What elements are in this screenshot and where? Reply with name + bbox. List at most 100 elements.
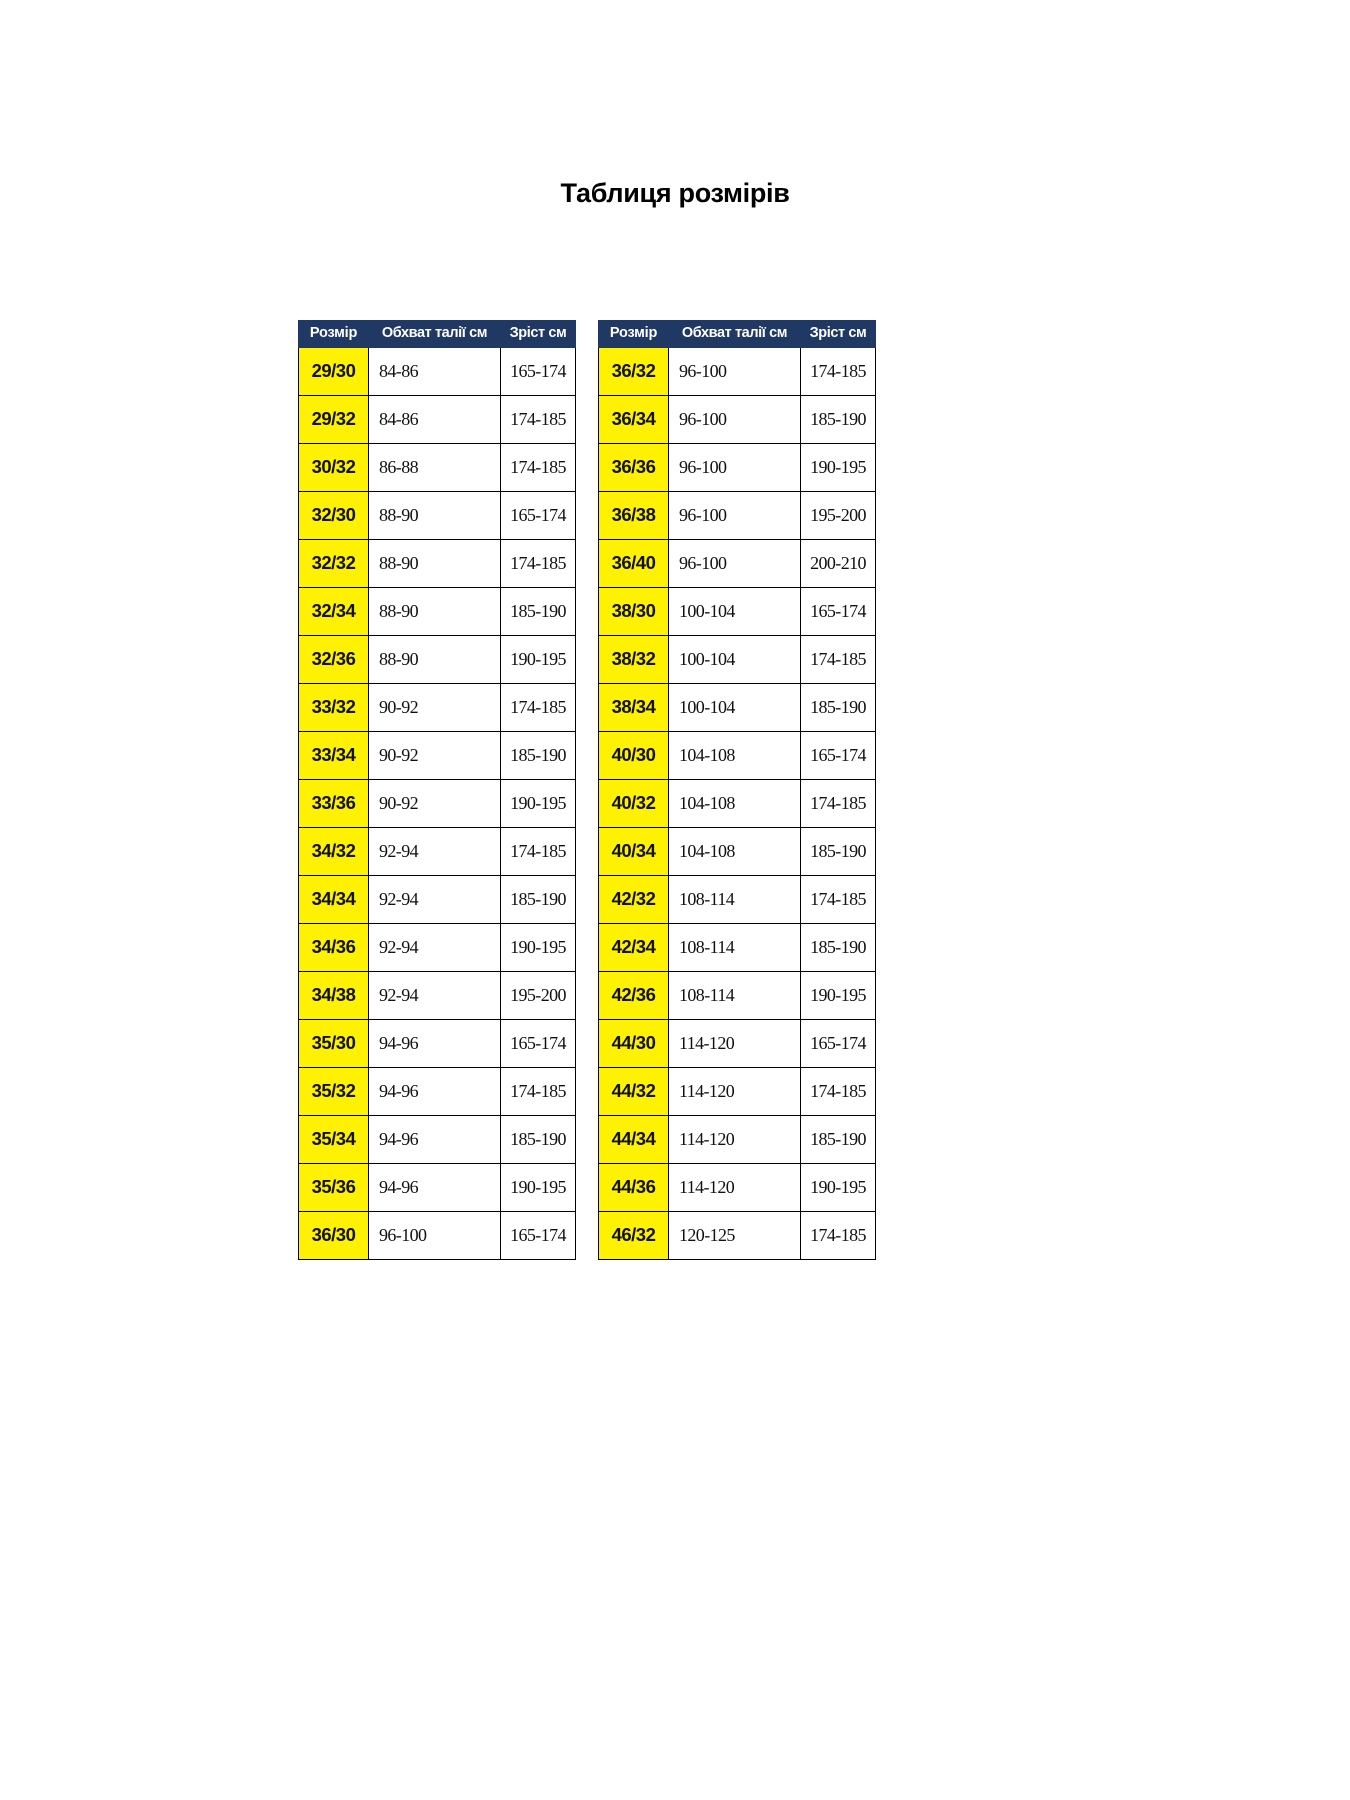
table-row: 40/30 104-108 165-174 — [598, 730, 876, 780]
cell-size: 44/32 — [598, 1066, 669, 1116]
cell-waist: 100-104 — [668, 682, 801, 732]
cell-size: 42/36 — [598, 970, 669, 1020]
cell-height: 174-185 — [800, 1210, 876, 1260]
cell-waist: 94-96 — [368, 1114, 501, 1164]
cell-height: 174-185 — [500, 826, 576, 876]
table-header-row: Розмір Обхват талії см Зріст см — [598, 320, 876, 348]
cell-waist: 104-108 — [668, 778, 801, 828]
table-row: 33/32 90-92 174-185 — [298, 682, 576, 732]
cell-waist: 88-90 — [368, 586, 501, 636]
cell-size: 33/34 — [298, 730, 369, 780]
cell-size: 42/32 — [598, 874, 669, 924]
cell-height: 190-195 — [500, 922, 576, 972]
table-row: 36/40 96-100 200-210 — [598, 538, 876, 588]
cell-size: 33/36 — [298, 778, 369, 828]
cell-waist: 114-120 — [668, 1162, 801, 1212]
table-row: 34/36 92-94 190-195 — [298, 922, 576, 972]
cell-height: 174-185 — [800, 634, 876, 684]
table-row: 44/36 114-120 190-195 — [598, 1162, 876, 1212]
table-header-row: Розмір Обхват талії см Зріст см — [298, 320, 576, 348]
cell-height: 195-200 — [500, 970, 576, 1020]
cell-height: 185-190 — [500, 730, 576, 780]
cell-waist: 108-114 — [668, 874, 801, 924]
cell-size: 44/34 — [598, 1114, 669, 1164]
cell-height: 165-174 — [500, 346, 576, 396]
cell-size: 35/30 — [298, 1018, 369, 1068]
cell-height: 174-185 — [800, 1066, 876, 1116]
cell-size: 40/30 — [598, 730, 669, 780]
table-row: 29/32 84-86 174-185 — [298, 394, 576, 444]
table-row: 44/32 114-120 174-185 — [598, 1066, 876, 1116]
cell-size: 34/34 — [298, 874, 369, 924]
cell-waist: 100-104 — [668, 634, 801, 684]
table-row: 36/32 96-100 174-185 — [598, 346, 876, 396]
cell-waist: 92-94 — [368, 826, 501, 876]
cell-size: 29/32 — [298, 394, 369, 444]
cell-waist: 94-96 — [368, 1162, 501, 1212]
cell-height: 190-195 — [500, 778, 576, 828]
column-header-size: Розмір — [298, 320, 369, 348]
cell-size: 32/36 — [298, 634, 369, 684]
cell-size: 36/32 — [598, 346, 669, 396]
table-row: 34/32 92-94 174-185 — [298, 826, 576, 876]
cell-height: 185-190 — [800, 1114, 876, 1164]
cell-height: 174-185 — [500, 538, 576, 588]
cell-height: 165-174 — [800, 1018, 876, 1068]
cell-size: 44/30 — [598, 1018, 669, 1068]
table-row: 36/38 96-100 195-200 — [598, 490, 876, 540]
table-row: 42/34 108-114 185-190 — [598, 922, 876, 972]
cell-size: 46/32 — [598, 1210, 669, 1260]
cell-height: 165-174 — [800, 730, 876, 780]
cell-height: 185-190 — [800, 922, 876, 972]
table-row: 33/34 90-92 185-190 — [298, 730, 576, 780]
column-header-size: Розмір — [598, 320, 669, 348]
table-row: 33/36 90-92 190-195 — [298, 778, 576, 828]
table-row: 46/32 120-125 174-185 — [598, 1210, 876, 1260]
cell-height: 174-185 — [800, 874, 876, 924]
cell-size: 33/32 — [298, 682, 369, 732]
left-size-table: Розмір Обхват талії см Зріст см 29/30 84-… — [298, 320, 576, 1260]
cell-height: 174-185 — [800, 778, 876, 828]
cell-waist: 108-114 — [668, 970, 801, 1020]
table-row: 38/32 100-104 174-185 — [598, 634, 876, 684]
cell-height: 165-174 — [800, 586, 876, 636]
table-row: 44/30 114-120 165-174 — [598, 1018, 876, 1068]
cell-size: 30/32 — [298, 442, 369, 492]
table-row: 38/30 100-104 165-174 — [598, 586, 876, 636]
cell-waist: 84-86 — [368, 394, 501, 444]
cell-waist: 86-88 — [368, 442, 501, 492]
table-row: 36/36 96-100 190-195 — [598, 442, 876, 492]
cell-size: 34/32 — [298, 826, 369, 876]
cell-waist: 114-120 — [668, 1018, 801, 1068]
cell-waist: 96-100 — [668, 442, 801, 492]
table-row: 44/34 114-120 185-190 — [598, 1114, 876, 1164]
table-row: 36/34 96-100 185-190 — [598, 394, 876, 444]
cell-waist: 104-108 — [668, 730, 801, 780]
cell-waist: 90-92 — [368, 778, 501, 828]
cell-waist: 114-120 — [668, 1114, 801, 1164]
table-row: 32/30 88-90 165-174 — [298, 490, 576, 540]
table-row: 32/32 88-90 174-185 — [298, 538, 576, 588]
table-row: 42/32 108-114 174-185 — [598, 874, 876, 924]
cell-height: 165-174 — [500, 490, 576, 540]
column-header-waist: Обхват талії см — [668, 320, 801, 348]
table-row: 35/36 94-96 190-195 — [298, 1162, 576, 1212]
table-row: 35/34 94-96 185-190 — [298, 1114, 576, 1164]
table-row: 32/36 88-90 190-195 — [298, 634, 576, 684]
table-row: 40/32 104-108 174-185 — [598, 778, 876, 828]
table-row: 30/32 86-88 174-185 — [298, 442, 576, 492]
cell-waist: 92-94 — [368, 922, 501, 972]
cell-size: 36/30 — [298, 1210, 369, 1260]
cell-size: 32/32 — [298, 538, 369, 588]
cell-height: 190-195 — [800, 442, 876, 492]
cell-height: 190-195 — [500, 634, 576, 684]
cell-size: 40/32 — [598, 778, 669, 828]
cell-size: 35/34 — [298, 1114, 369, 1164]
cell-size: 36/38 — [598, 490, 669, 540]
cell-height: 174-185 — [500, 682, 576, 732]
cell-height: 174-185 — [800, 346, 876, 396]
cell-height: 200-210 — [800, 538, 876, 588]
cell-height: 190-195 — [500, 1162, 576, 1212]
cell-height: 195-200 — [800, 490, 876, 540]
cell-waist: 96-100 — [668, 538, 801, 588]
